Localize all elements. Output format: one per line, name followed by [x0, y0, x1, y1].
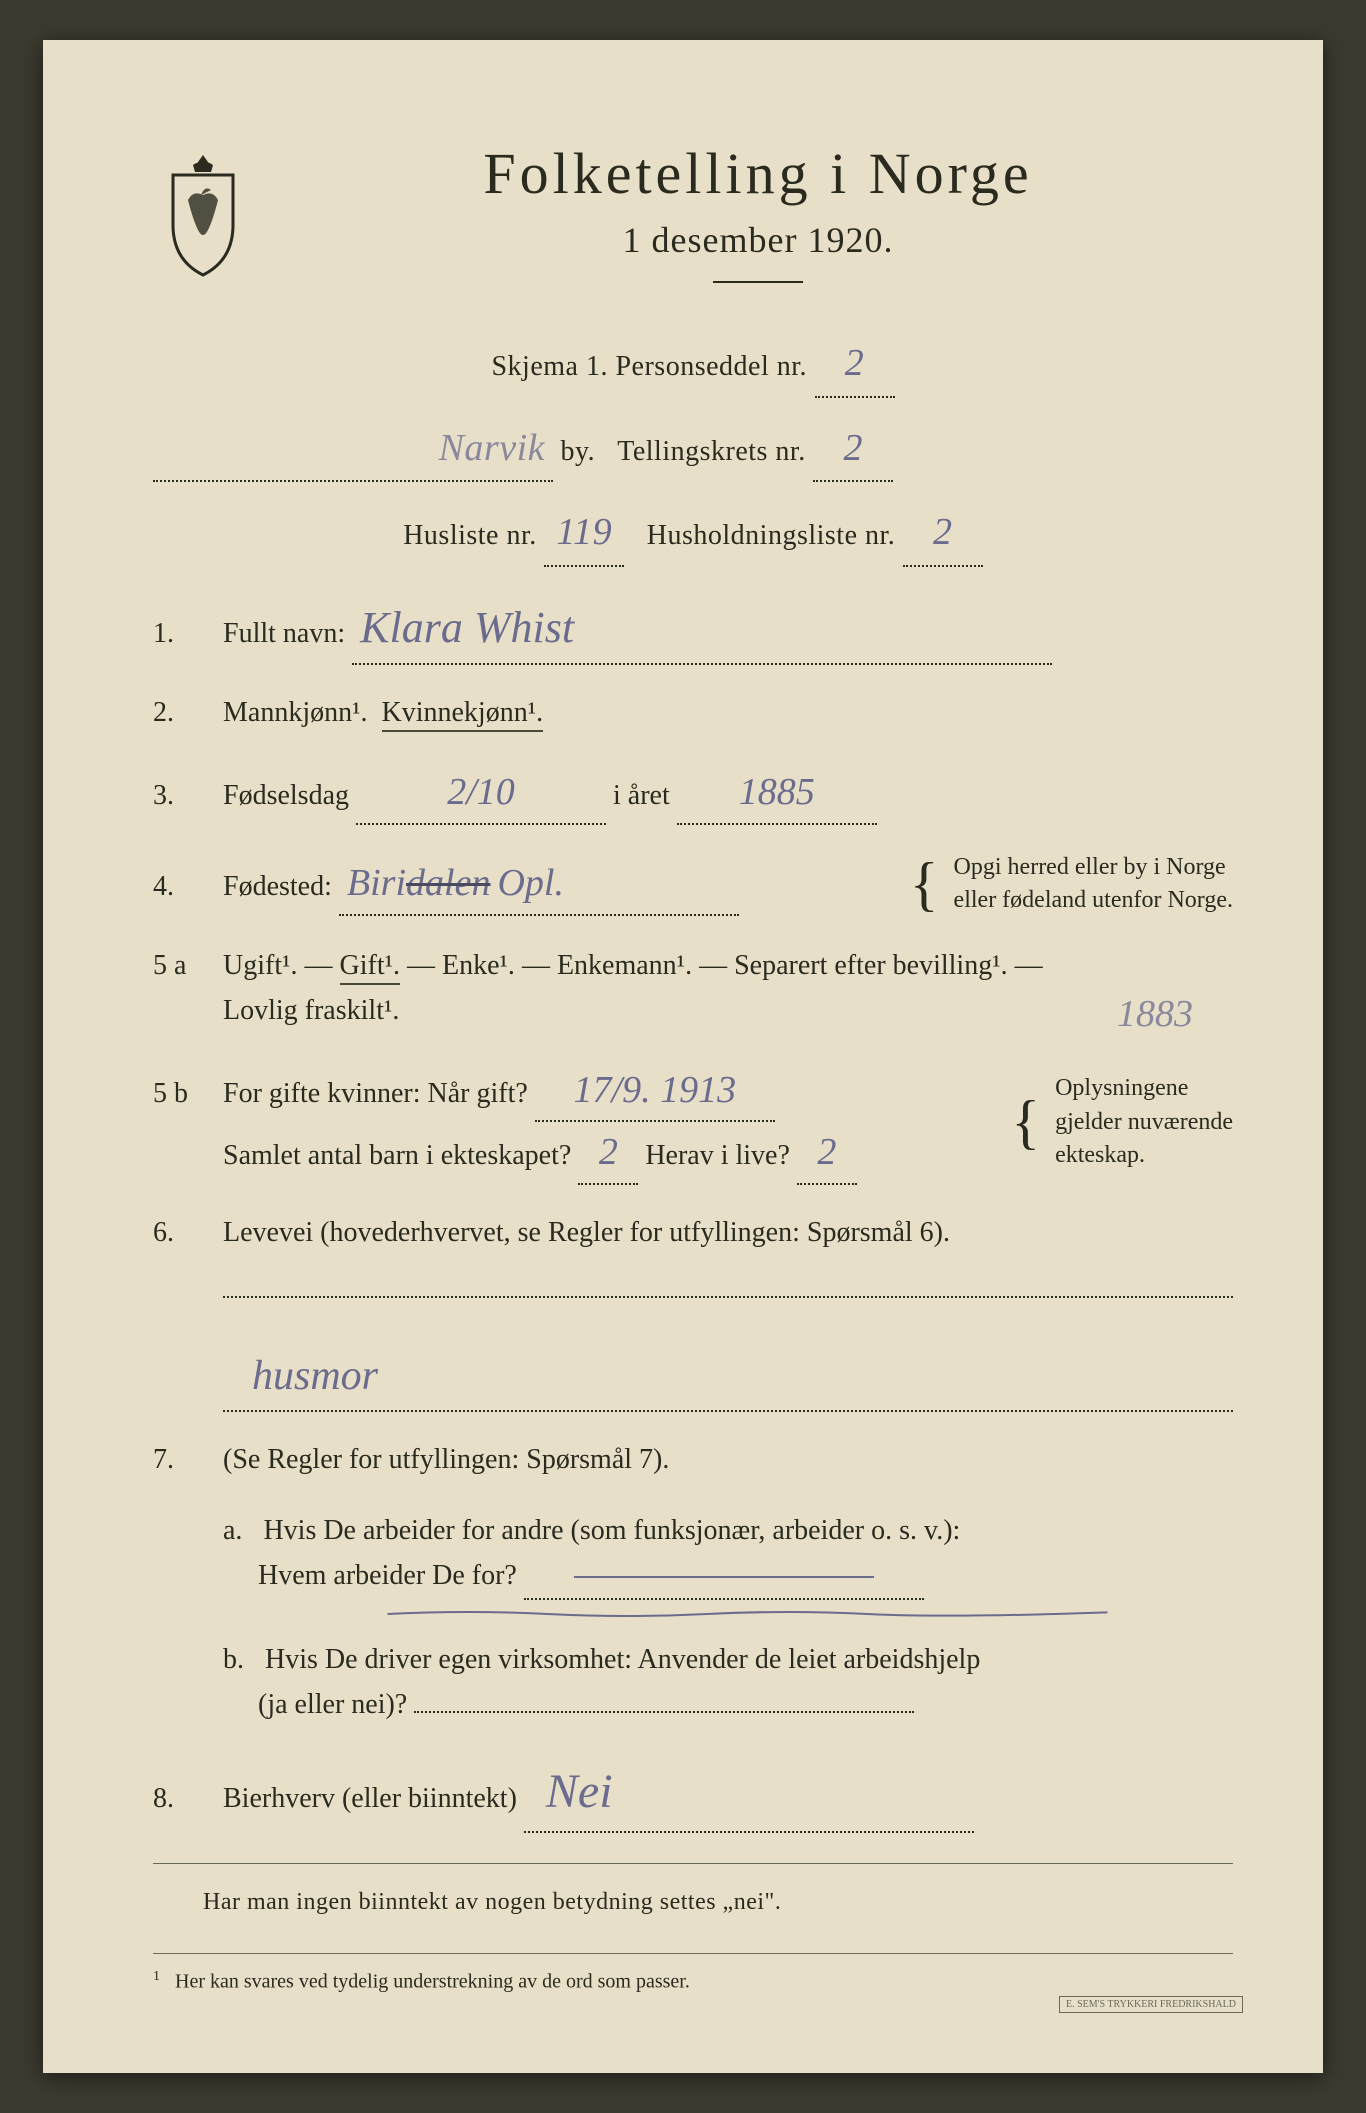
- q6-label: Levevei (hovederhvervet, se Regler for u…: [223, 1217, 950, 1248]
- dash-mark: [574, 1576, 874, 1578]
- q5b-label3: Herav i live?: [645, 1140, 790, 1171]
- dotted-rule: [223, 1296, 1233, 1298]
- skjema-nr: 2: [845, 331, 865, 396]
- by-value: Narvik: [439, 416, 545, 481]
- brace-icon: {: [910, 863, 939, 905]
- q5b-label2: Samlet antal barn i ekteskapet?: [223, 1140, 571, 1171]
- q2-num: 2.: [153, 697, 223, 729]
- q8-label: Bierhverv (eller biinntekt): [223, 1783, 517, 1814]
- husliste-nr: 119: [556, 500, 612, 565]
- q5a-ugift: Ugift¹.: [223, 950, 298, 981]
- q4-side2: eller fødeland utenfor Norge.: [954, 884, 1233, 918]
- q4-side1: Opgi herred eller by i Norge: [954, 851, 1233, 885]
- q7b-label1: Hvis De driver egen virksomhet: Anvender…: [265, 1644, 980, 1675]
- q8: 8. Bierhverv (eller biinntekt) Nei: [153, 1754, 1233, 1833]
- census-form-page: Folketelling i Norge 1 desember 1920. Sk…: [43, 40, 1323, 2073]
- q4-value-strike: dalen: [406, 853, 490, 914]
- q5a-gift: Gift¹.: [340, 950, 401, 985]
- q1-num: 1.: [153, 618, 223, 650]
- q7a-num: a.: [223, 1515, 242, 1546]
- brace-icon: {: [1011, 1101, 1040, 1143]
- q5a-enkemann: Enkemann¹.: [557, 950, 692, 981]
- husliste-label: Husliste nr.: [403, 520, 537, 551]
- q8-num: 8.: [153, 1783, 223, 1815]
- census-date: 1 desember 1920.: [283, 219, 1233, 261]
- q2: 2. Mannkjønn¹. Kvinnekjønn¹.: [153, 691, 1233, 736]
- q2-kvinne: Kvinnekjønn¹.: [382, 697, 544, 732]
- title-block: Folketelling i Norge 1 desember 1920.: [283, 140, 1233, 313]
- q5b-side2: gjelder nuværende: [1055, 1106, 1233, 1140]
- footer-note2: 1 Her kan svares ved tydelig understrekn…: [153, 1969, 1233, 1994]
- q3-year: 1885: [739, 762, 815, 823]
- q5a-enke: Enke¹.: [442, 950, 515, 981]
- footnote-sup: 1: [153, 1969, 160, 1984]
- by-label: by.: [561, 436, 596, 467]
- main-title: Folketelling i Norge: [283, 140, 1233, 207]
- q6: 6. Levevei (hovederhvervet, se Regler fo…: [153, 1211, 1233, 1412]
- q3: 3. Fødselsdag 2/10 i året 1885: [153, 762, 1233, 825]
- q5a-separert: Separert efter bevilling¹.: [734, 950, 1008, 981]
- q5b-side1: Oplysningene: [1055, 1072, 1233, 1106]
- printer-mark: E. SEM'S TRYKKERI FREDRIKSHALD: [1059, 1996, 1243, 2013]
- q3-year-label: i året: [613, 780, 670, 811]
- q4-num: 4.: [153, 871, 223, 903]
- q5b-children-alive: 2: [817, 1122, 836, 1183]
- q1: 1. Fullt navn: Klara Whist: [153, 593, 1233, 665]
- q5a-num: 5 a: [153, 950, 223, 982]
- wavy-line-icon: [293, 1610, 1202, 1618]
- q7-label: (Se Regler for utfyllingen: Spørsmål 7).: [223, 1444, 669, 1475]
- husholdning-label: Husholdningsliste nr.: [647, 520, 896, 551]
- footnote-text: Her kan svares ved tydelig understreknin…: [175, 1970, 690, 1992]
- q5b-num: 5 b: [153, 1078, 223, 1110]
- q6-value: husmor: [252, 1343, 378, 1410]
- q4-value2: Opl.: [497, 853, 564, 914]
- q1-value: Klara Whist: [360, 593, 574, 663]
- q5a: 5 a Ugift¹. — Gift¹. — Enke¹. — Enkemann…: [153, 944, 1233, 1034]
- q8-value: Nei: [546, 1754, 613, 1831]
- q7a-label1: Hvis De arbeider for andre (som funksjon…: [263, 1515, 960, 1546]
- q4: 4. Fødested: Biridalen Opl. { Opgi herre…: [153, 851, 1233, 918]
- tellingskrets-nr: 2: [843, 416, 863, 481]
- q5b-label1: For gifte kvinner: Når gift?: [223, 1078, 528, 1109]
- q6-num: 6.: [153, 1217, 223, 1249]
- q7-num: 7.: [153, 1444, 223, 1476]
- q7a-label2: Hvem arbeider De for?: [258, 1560, 517, 1591]
- q3-num: 3.: [153, 780, 223, 812]
- q5b-side3: ekteskap.: [1055, 1139, 1233, 1173]
- tellingskrets-label: Tellingskrets nr.: [617, 436, 806, 467]
- q4-label: Fødested:: [223, 871, 332, 902]
- separator: [153, 1953, 1233, 1954]
- q3-label: Fødselsdag: [223, 780, 349, 811]
- q5b-marriage: 17/9. 1913: [574, 1060, 737, 1121]
- q5b-children-total: 2: [599, 1122, 618, 1183]
- q7: 7. (Se Regler for utfyllingen: Spørsmål …: [153, 1438, 1233, 1728]
- q7b-label2: (ja eller nei)?: [258, 1689, 407, 1720]
- by-line: Narvik by. Tellingskrets nr. 2: [153, 416, 1233, 483]
- q3-day: 2/10: [447, 762, 515, 823]
- husholdning-nr: 2: [933, 500, 953, 565]
- q4-value: Biri: [347, 853, 406, 914]
- coat-of-arms-icon: [153, 150, 253, 280]
- q5a-margin-note: 1883: [1117, 984, 1193, 1045]
- skjema-line: Skjema 1. Personseddel nr. 2: [153, 331, 1233, 398]
- divider: [713, 281, 803, 283]
- q5a-lovlig: Lovlig fraskilt¹.: [223, 995, 399, 1026]
- separator: [153, 1863, 1233, 1864]
- husliste-line: Husliste nr. 119 Husholdningsliste nr. 2: [153, 500, 1233, 567]
- footer-note1: Har man ingen biinntekt av nogen betydni…: [153, 1882, 1233, 1923]
- q7b-num: b.: [223, 1644, 244, 1675]
- header: Folketelling i Norge 1 desember 1920.: [153, 140, 1233, 313]
- q5b: 5 b For gifte kvinner: Når gift? 17/9. 1…: [153, 1060, 1233, 1186]
- skjema-label: Skjema 1. Personseddel nr.: [491, 351, 807, 382]
- q2-mann: Mannkjønn¹.: [223, 697, 368, 728]
- q1-label: Fullt navn:: [223, 618, 345, 649]
